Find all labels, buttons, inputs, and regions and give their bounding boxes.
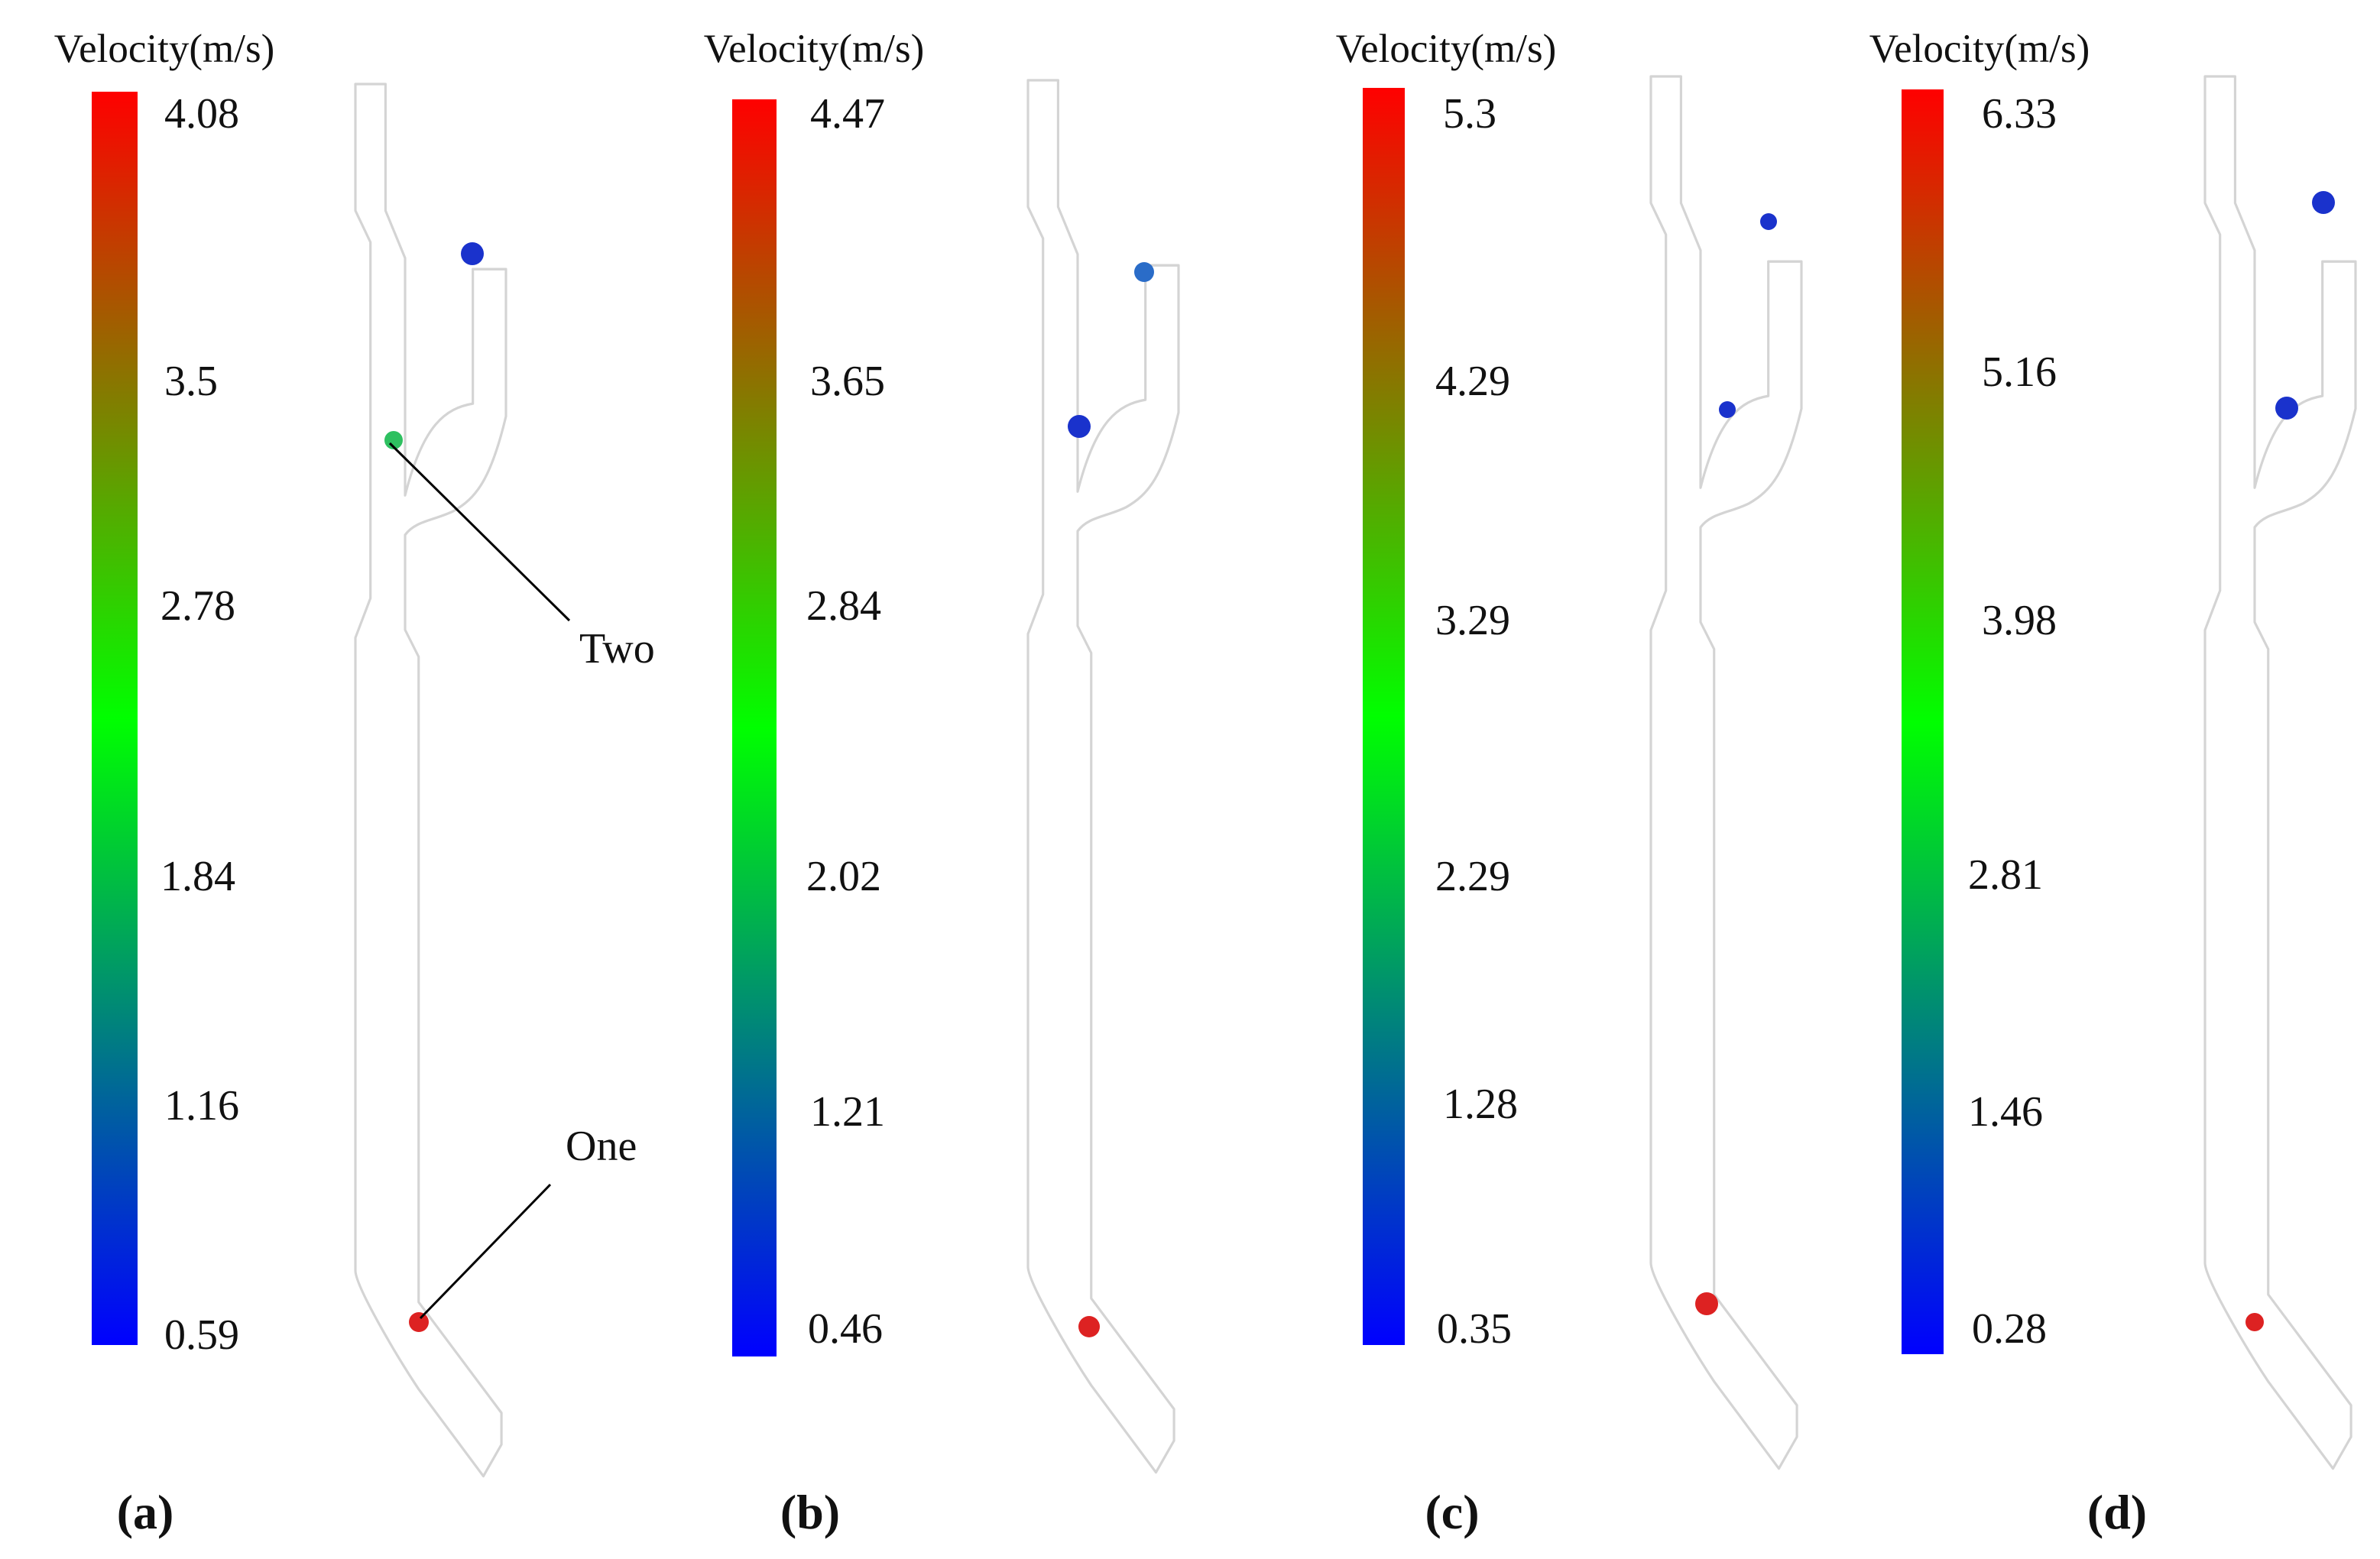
colorbar [1363,88,1405,1345]
colorbar-ticks: 4.08 3.5 2.78 1.84 1.16 0.59 [161,90,239,1359]
particle-two [1068,415,1091,438]
tick-label: 1.28 [1443,1081,1518,1128]
pipe-geometry [1026,79,1180,1474]
colorbar-title: Velocity(m/s) [704,27,925,71]
colorbar-title: Velocity(m/s) [1869,27,2090,71]
tick-label: 1.84 [161,853,235,900]
panel-label: (c) [1425,1485,1479,1539]
particle-upper [461,242,484,265]
tick-label: 3.98 [1982,597,2057,644]
tick-label: 4.47 [810,90,885,138]
particle-one [2245,1313,2264,1331]
tick-label: 0.59 [164,1311,239,1359]
tick-label: 2.02 [806,853,881,900]
particle-two [1719,401,1736,418]
tick-label: 5.3 [1443,90,1496,138]
colorbar-title: Velocity(m/s) [54,27,275,71]
colorbar-ticks: 6.33 5.16 3.98 2.81 1.46 0.28 [1968,90,2057,1353]
leader-line-one [419,1183,552,1320]
tick-label: 2.81 [1968,851,2043,899]
panel-label: (a) [117,1485,174,1539]
tick-label: 1.46 [1968,1088,2043,1136]
particle-upper [1134,262,1154,282]
panel-b: Velocity(m/s) 4.47 3.65 2.84 2.02 1.21 0… [704,27,1180,1539]
tick-label: 4.29 [1435,358,1510,405]
annotation-two: Two [579,625,655,673]
panel-a: Velocity(m/s) 4.08 3.5 2.78 1.84 1.16 0.… [54,27,655,1539]
tick-label: 3.29 [1435,597,1510,644]
colorbar-ticks: 4.47 3.65 2.84 2.02 1.21 0.46 [806,90,885,1353]
panel-label: (b) [780,1485,840,1539]
tick-label: 2.84 [806,582,881,630]
particle-two [384,431,403,449]
tick-label: 0.28 [1972,1305,2047,1353]
particle-one [1078,1316,1100,1337]
colorbar [732,99,777,1356]
tick-label: 0.46 [808,1305,883,1353]
tick-label: 6.33 [1982,90,2057,138]
pipe-geometry [2203,75,2357,1470]
annotation-one: One [566,1123,637,1170]
particle-one [409,1312,429,1332]
tick-label: 3.65 [810,358,885,405]
leader-line-two [388,442,571,622]
tick-label: 1.16 [164,1082,239,1130]
particle-upper [1760,213,1777,230]
panel-label: (d) [2087,1485,2147,1539]
panel-c: Velocity(m/s) 5.3 4.29 3.29 2.29 1.28 0.… [1336,27,1803,1539]
particle-one [1695,1292,1718,1315]
tick-label: 2.78 [161,582,235,630]
colorbar [1902,89,1944,1354]
tick-label: 1.21 [810,1088,885,1136]
tick-label: 4.08 [164,90,239,138]
pipe-geometry [354,83,507,1478]
panel-d: Velocity(m/s) 6.33 5.16 3.98 2.81 1.46 0… [1869,27,2357,1539]
pipe-geometry [1649,75,1803,1470]
particle-two [2275,397,2298,420]
colorbar [92,92,138,1345]
tick-label: 5.16 [1982,348,2057,396]
colorbar-title: Velocity(m/s) [1336,27,1557,71]
particle-upper [2312,191,2335,214]
colorbar-ticks: 5.3 4.29 3.29 2.29 1.28 0.35 [1435,90,1518,1353]
tick-label: 0.35 [1437,1305,1512,1353]
tick-label: 3.5 [164,358,218,405]
tick-label: 2.29 [1435,853,1510,900]
